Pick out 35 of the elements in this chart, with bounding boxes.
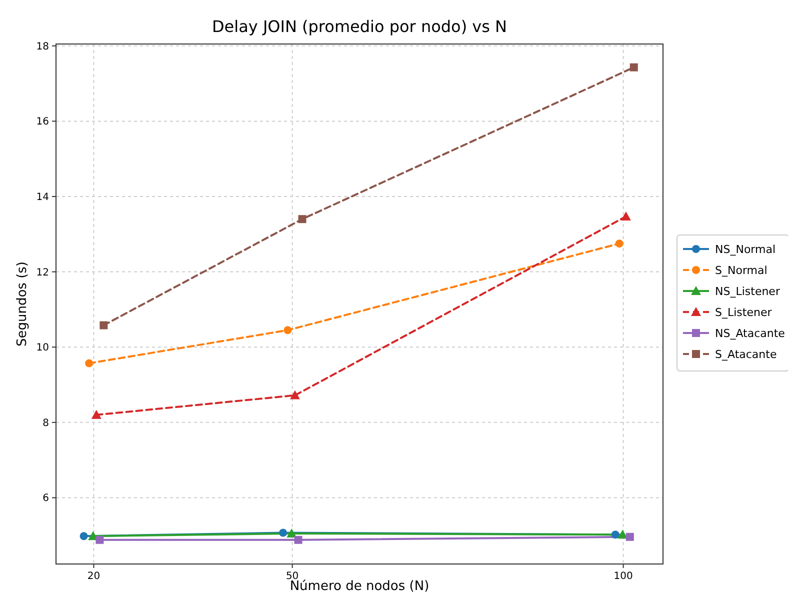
x-axis-title: Número de nodos (N) [290, 579, 430, 594]
legend-label: S_Atacante [715, 348, 777, 361]
point [294, 536, 302, 544]
legend-label: S_Normal [715, 264, 768, 277]
x-tick-label: 20 [87, 571, 100, 582]
y-tick-label: 12 [36, 267, 49, 278]
point [91, 410, 102, 419]
y-tick-label: 14 [36, 192, 49, 203]
y-tick-label: 6 [42, 493, 49, 504]
point [100, 321, 108, 330]
point [611, 530, 620, 539]
x-tick-label: 50 [286, 571, 299, 582]
y-tick-label: 16 [36, 116, 49, 128]
point [615, 240, 624, 248]
point [630, 63, 638, 72]
point [80, 532, 88, 540]
point [96, 536, 104, 544]
point [284, 326, 292, 334]
y-axis-title: Segundos (s) [15, 261, 30, 347]
legend-label: S_Listener [715, 306, 772, 319]
point [279, 528, 288, 537]
point [85, 359, 94, 368]
chart-title: Delay JOIN (promedio por nodo) vs N [212, 17, 508, 36]
y-tick-label: 10 [36, 342, 49, 354]
point [290, 390, 300, 400]
legend-label: NS_Atacante [715, 327, 786, 340]
y-tick-label: 18 [36, 41, 49, 52]
legend-label: NS_Listener [715, 285, 780, 298]
point [626, 532, 634, 541]
legend-label: NS_Normal [715, 243, 776, 256]
y-tick-label: 8 [42, 418, 49, 429]
x-tick-label: 100 [614, 571, 633, 582]
point [298, 215, 306, 224]
point [286, 528, 297, 538]
point [620, 211, 631, 220]
